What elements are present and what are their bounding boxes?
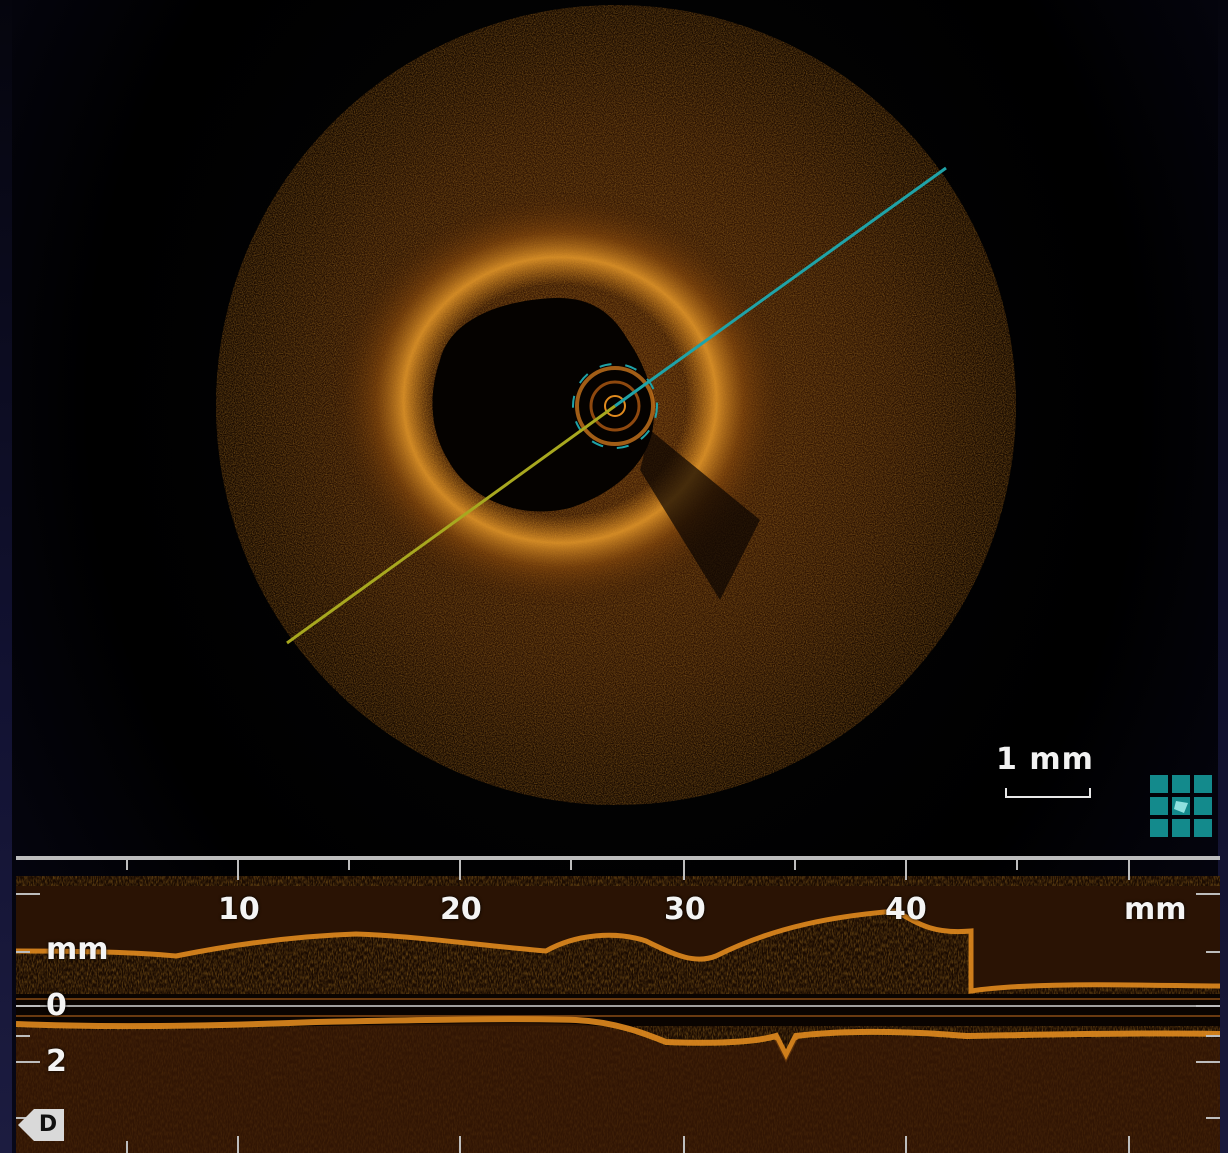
catheter-inner-ring xyxy=(589,380,641,432)
left-unit-label: mm xyxy=(46,932,109,967)
distal-marker-badge[interactable] xyxy=(18,1109,64,1141)
left-frame-edge xyxy=(0,0,12,1153)
catheter-core xyxy=(604,395,626,417)
top-tick-label-20: 20 xyxy=(440,892,482,927)
top-unit-label: mm xyxy=(1124,892,1187,927)
catheter-outer-ring xyxy=(575,366,655,446)
cross-section-image[interactable] xyxy=(0,0,1228,850)
left-tick-label-2: 2 xyxy=(46,1044,67,1079)
scale-label: 1 mm xyxy=(996,742,1094,777)
scale-bar xyxy=(1005,788,1091,798)
top-tick-label-30: 30 xyxy=(664,892,706,927)
top-ticks xyxy=(126,858,1130,880)
distal-marker-label: D xyxy=(38,1112,58,1137)
grid-icon[interactable] xyxy=(1150,775,1212,837)
top-tick-label-40: 40 xyxy=(885,892,927,927)
catheter-dash-ring xyxy=(572,363,658,449)
upper-wall-surface xyxy=(16,908,1220,994)
top-tick-label-10: 10 xyxy=(218,892,260,927)
lumen xyxy=(432,297,654,512)
lower-wall xyxy=(16,1023,1220,1153)
right-frame-edge xyxy=(1218,0,1228,1153)
left-tick-label-0: 0 xyxy=(46,988,67,1023)
lower-wall-surface xyxy=(16,1016,1220,1063)
cut-line-yellow[interactable] xyxy=(286,404,616,645)
right-ticks xyxy=(1196,893,1220,1119)
cut-line-cyan[interactable] xyxy=(614,166,947,408)
upper-wall xyxy=(16,886,1220,991)
shadow-region xyxy=(640,430,760,600)
bottom-ticks xyxy=(126,1136,1130,1153)
longitudinal-view[interactable] xyxy=(16,856,1220,1153)
